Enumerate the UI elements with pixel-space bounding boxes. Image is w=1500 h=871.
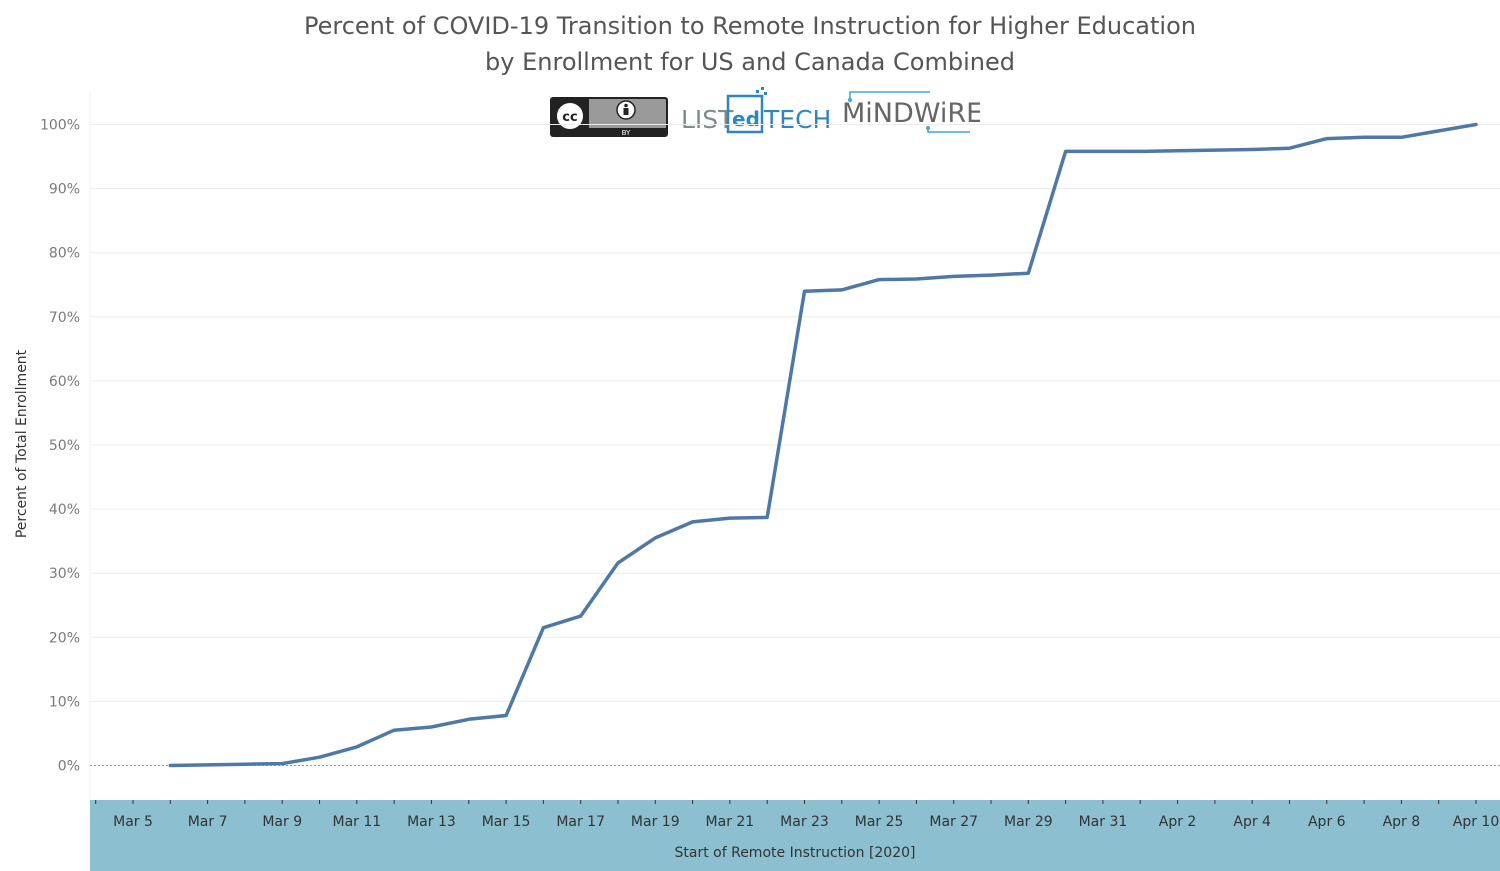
x-tick-label: Mar 11 xyxy=(332,814,381,830)
y-tick-label: 70% xyxy=(49,310,80,326)
y-tick-label: 50% xyxy=(49,438,80,454)
data-point xyxy=(243,763,246,766)
data-point xyxy=(1363,136,1366,139)
data-point xyxy=(1176,149,1179,152)
data-point xyxy=(542,626,545,629)
x-tick-label: Mar 5 xyxy=(113,814,153,830)
x-tick-label: Mar 7 xyxy=(188,814,228,830)
data-point xyxy=(1213,149,1216,152)
data-point xyxy=(766,516,769,519)
listedtech-logo-part2: ed xyxy=(732,107,760,131)
x-tick-label: Apr 8 xyxy=(1383,814,1421,830)
cc-label: cc xyxy=(562,110,577,125)
data-point xyxy=(878,278,881,281)
series-line xyxy=(168,122,1478,768)
data-point xyxy=(1288,147,1291,150)
x-tick-label: Mar 31 xyxy=(1079,814,1128,830)
x-tick-label: Apr 10 xyxy=(1453,814,1499,830)
data-point xyxy=(467,718,470,721)
data-point xyxy=(1475,123,1478,126)
x-tick-label: Mar 13 xyxy=(407,814,456,830)
data-point xyxy=(169,764,172,767)
x-tick-label: Mar 27 xyxy=(929,814,978,830)
cc-by-label: BY xyxy=(622,129,631,137)
y-tick-label: 20% xyxy=(49,630,80,646)
chart-title-line-1: Percent of COVID-19 Transition to Remote… xyxy=(304,12,1196,40)
x-tick-label: Apr 6 xyxy=(1308,814,1346,830)
x-axis-band xyxy=(90,800,1500,871)
data-point xyxy=(579,615,582,618)
chart-title: Percent of COVID-19 Transition to Remote… xyxy=(0,8,1500,80)
data-point xyxy=(430,726,433,729)
data-point xyxy=(728,517,731,520)
x-tick-label: Mar 21 xyxy=(706,814,755,830)
y-axis-title: Percent of Total Enrollment xyxy=(14,349,30,538)
data-point xyxy=(1101,150,1104,153)
y-tick-label: 80% xyxy=(49,246,80,262)
y-axis-tick-labels: 0% 10% 20% 30% 40% 50% 60% 70% 80% 90% 100% xyxy=(40,118,80,775)
data-point xyxy=(915,277,918,280)
x-tick-label: Mar 25 xyxy=(855,814,904,830)
data-point xyxy=(952,275,955,278)
data-point xyxy=(206,763,209,766)
x-tick-label: Mar 29 xyxy=(1004,814,1053,830)
data-point xyxy=(1027,272,1030,275)
data-point xyxy=(616,561,619,564)
y-tick-label: 100% xyxy=(40,118,80,134)
x-tick-label: Mar 9 xyxy=(262,814,302,830)
data-point xyxy=(1400,136,1403,139)
data-point xyxy=(1139,150,1142,153)
data-point xyxy=(691,520,694,523)
y-tick-label: 60% xyxy=(49,374,80,390)
y-tick-label: 40% xyxy=(49,502,80,518)
data-point xyxy=(281,762,284,765)
data-point xyxy=(840,288,843,291)
chart-title-line-2: by Enrollment for US and Canada Combined xyxy=(485,48,1015,76)
mindwires-logo: MiNDWiRES xyxy=(842,91,1000,133)
y-tick-label: 30% xyxy=(49,566,80,582)
data-point xyxy=(318,756,321,759)
data-point xyxy=(654,536,657,539)
y-tick-label: 10% xyxy=(49,694,80,710)
cc-by-license-badge: cc BY xyxy=(550,97,668,137)
data-point xyxy=(505,714,508,717)
data-point xyxy=(990,274,993,277)
logo-strip: cc BY LIST ed TECH MiNDWiRES xyxy=(550,86,1000,140)
y-tick-label: 90% xyxy=(49,182,80,198)
x-tick-label: Apr 4 xyxy=(1233,814,1271,830)
data-point xyxy=(1064,150,1067,153)
x-tick-label: Mar 23 xyxy=(780,814,829,830)
x-tick-label: Mar 15 xyxy=(482,814,531,830)
data-point xyxy=(1437,129,1440,132)
listedtech-logo-part3: TECH xyxy=(763,105,831,134)
gridlines xyxy=(89,92,1500,800)
data-point xyxy=(393,729,396,732)
x-tick-label: Mar 19 xyxy=(631,814,680,830)
data-point xyxy=(1325,137,1328,140)
data-point xyxy=(1251,148,1254,151)
cc-icon xyxy=(555,101,585,131)
x-tick-label: Mar 17 xyxy=(556,814,605,830)
data-point xyxy=(803,290,806,293)
y-tick-label: 0% xyxy=(58,759,80,775)
listedtech-logo: LIST ed TECH xyxy=(681,87,831,134)
listedtech-logo-part1: LIST xyxy=(681,105,734,134)
mindwires-logo-text: MiNDWiRES xyxy=(842,98,980,129)
x-axis-ticks: Mar 5 Mar 7 Mar 9 Mar 11 Mar 13 Mar 15 Mar 17 M… xyxy=(95,800,1499,830)
x-axis-title: Start of Remote Instruction [2020] xyxy=(675,845,916,861)
data-point xyxy=(355,745,358,748)
x-tick-label: Apr 2 xyxy=(1159,814,1197,830)
